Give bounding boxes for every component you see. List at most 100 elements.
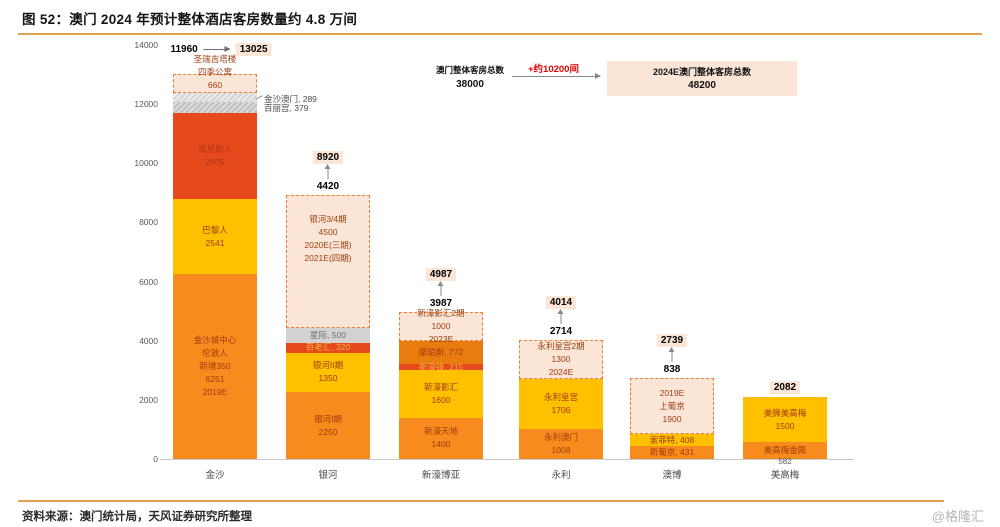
- bar-segment: 新濠影汇 1600: [399, 370, 483, 418]
- y-axis-tick-label: 6000: [139, 276, 158, 287]
- y-axis-tick-label: 2000: [139, 394, 158, 405]
- planned-addition-label: 1000: [431, 320, 451, 331]
- bar-segment: 百老汇, 320: [286, 342, 370, 353]
- bar-segment: 美狮美高梅 1500: [743, 397, 827, 442]
- segment-label: 百老汇, 320: [305, 342, 351, 353]
- x-axis-category-label: 新濠博亚: [421, 470, 461, 481]
- up-arrow-icon: [324, 164, 331, 180]
- planned-addition-box: 永利皇宫2期 1300 2024E: [519, 340, 603, 379]
- future-value-label: 4987: [425, 267, 457, 281]
- planned-addition-label: 银河3/4期: [309, 214, 347, 225]
- planned-addition-label: 新濠影汇2期: [417, 307, 465, 318]
- y-axis-tick-label: 12000: [134, 99, 158, 110]
- flow-from-label: 澳门整体客房总数: [435, 65, 504, 75]
- segment-label: 永利皇宫 1706: [543, 391, 578, 415]
- y-axis-tick-label: 8000: [139, 217, 158, 228]
- segment-label: 威尼斯人 2905: [197, 144, 232, 168]
- current-value-label: 3987: [429, 297, 453, 309]
- future-value-label: 2739: [656, 334, 688, 347]
- planned-addition-box: 圣瑞吉塔楼四季公寓 660: [173, 54, 257, 94]
- y-axis-tick-label: 14000: [134, 40, 158, 50]
- total-value-label: 2082: [769, 381, 801, 395]
- flow-to-label: 2024E澳门整体客房总数: [652, 66, 752, 77]
- planned-addition-label: 1900: [662, 413, 682, 424]
- bar-segment: 银河I期 2250: [286, 392, 370, 459]
- future-value-label: 4014: [545, 296, 577, 310]
- segment-label: 新濠锋, 215: [418, 361, 464, 372]
- flow-to-value: 48200: [688, 79, 716, 91]
- planned-addition-label: 2020E(三期): [304, 240, 352, 251]
- current-value-label: 2714: [549, 326, 573, 338]
- y-axis-tick-label: 10000: [134, 158, 158, 169]
- planned-addition-label: 2021E(四期): [304, 253, 352, 264]
- up-arrow-icon: [668, 347, 675, 362]
- segment-label: 新濠影汇 1600: [423, 381, 458, 405]
- bar-segment: 银河II期 1350: [286, 352, 370, 393]
- segment-label: 新濠天地 1400: [423, 426, 458, 450]
- flow-delta-label: +约10200间: [528, 64, 579, 75]
- bar-segment: 威尼斯人 2905: [173, 113, 257, 199]
- bar-segment: 永利澳门 1008: [519, 429, 603, 459]
- segment-label: 巴黎人 2541: [202, 224, 228, 248]
- source-note: 资料来源：澳门统计局，天风证券研究所整理: [22, 511, 252, 523]
- bar-value-labels: 11960 13025: [170, 43, 272, 56]
- segment-label: 永利澳门 1008: [543, 432, 578, 456]
- flow-from-value: 38000: [456, 79, 484, 90]
- y-axis-tick-label: 4000: [139, 335, 158, 346]
- planned-addition-label: 1300: [551, 354, 571, 365]
- bar-segment: 新葡京, 431: [630, 446, 714, 459]
- segment-label: 美狮美高梅 1500: [763, 407, 807, 431]
- bar-segment: 新濠锋, 215: [399, 361, 483, 372]
- x-axis-category-label: 金沙: [205, 470, 225, 481]
- segment-label: 新葡京, 431: [649, 447, 695, 458]
- right-arrow-icon: [203, 46, 231, 52]
- current-value-label: 11960: [170, 44, 198, 55]
- planned-addition-label: 四季公寓: [197, 67, 232, 78]
- x-axis-category-label: 澳博: [662, 470, 682, 481]
- planned-addition-label: 永利皇宫2期: [537, 341, 585, 352]
- x-axis-line: [160, 459, 854, 460]
- planned-addition-label: 圣瑞吉塔楼: [193, 54, 237, 65]
- segment-label: 索菲特, 408: [649, 434, 695, 445]
- overflow-value-label: 582: [778, 457, 792, 466]
- planned-addition-box: 2019E 上葡京 1900: [630, 378, 714, 435]
- segment-label: 银河II期 1350: [312, 360, 344, 384]
- bar-segment: 金沙城中心 伦敦人 新增350 6251 2019E: [173, 274, 257, 459]
- segment-label: 星际, 500: [310, 330, 346, 341]
- footer-divider: [18, 500, 944, 502]
- bar-segment: 索菲特, 408: [630, 434, 714, 447]
- current-value-label: 4420: [316, 181, 340, 193]
- bar-segment: 摩珀斯, 772: [399, 341, 483, 364]
- planned-addition-label: 上葡京: [659, 400, 685, 411]
- x-axis-category-label: 银河: [318, 470, 338, 481]
- bar-segment: 新濠天地 1400: [399, 417, 483, 459]
- up-arrow-icon: [557, 309, 564, 325]
- bar-segment: [173, 93, 257, 102]
- current-value-label: 838: [663, 364, 681, 375]
- segment-label: 摩珀斯, 772: [418, 347, 464, 357]
- bar-segment: 巴黎人 2541: [173, 199, 257, 275]
- planned-addition-label: 2019E: [659, 387, 685, 398]
- watermark: @格隆汇: [931, 509, 984, 524]
- segment-callout-label: 百丽宫, 379: [264, 103, 309, 114]
- y-axis-tick-label: 0: [153, 454, 158, 464]
- segment-label: 美高梅金殿: [763, 444, 807, 455]
- planned-addition-box: 新濠影汇2期 1000 2023E: [399, 308, 483, 344]
- bar-segment: 美高梅金殿: [743, 441, 827, 459]
- planned-addition-label: 4500: [318, 227, 338, 238]
- segment-label: 金沙城中心 伦敦人 新增350 6251 2019E: [193, 335, 237, 398]
- up-arrow-icon: [437, 280, 444, 296]
- x-axis-category-label: 永利: [551, 470, 571, 481]
- planned-addition-label: 660: [207, 80, 223, 91]
- flow-to-box: 2024E澳门整体客房总数 48200: [607, 61, 797, 96]
- planned-addition-label: 2024E: [548, 367, 574, 378]
- x-axis-category-label: 美高梅: [770, 470, 800, 481]
- planned-addition-box: 银河3/4期 4500 2020E(三期) 2021E(四期): [286, 195, 370, 329]
- future-value-label: 13025: [235, 43, 272, 56]
- segment-callout-label: 金沙澳门, 289: [264, 93, 317, 104]
- flow-from-block: 澳门整体客房总数 38000: [426, 65, 514, 90]
- planned-addition-label: 2023E: [428, 333, 454, 344]
- title-divider: [18, 33, 982, 35]
- bar-segment: 星际, 500: [286, 328, 370, 344]
